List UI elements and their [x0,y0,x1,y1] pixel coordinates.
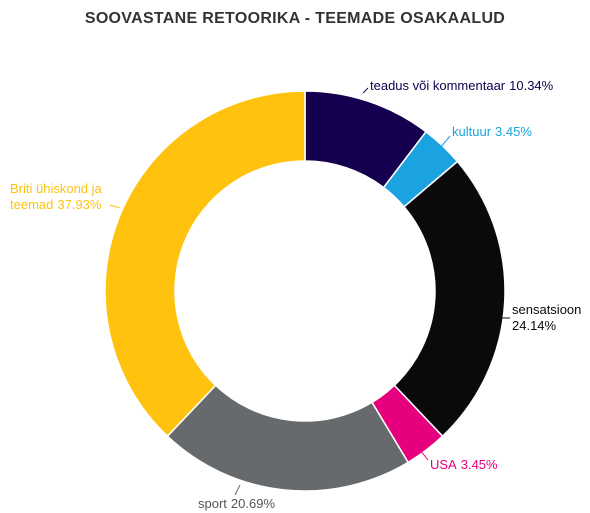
chart-title: SOOVASTANE RETOORIKA - TEEMADE OSAKAALUD [84,10,506,27]
slice-label: kultuur 3.45% [452,124,572,140]
value-label: 24.14% [512,318,557,333]
slice-label: USA 3.45% [430,457,550,473]
slice [104,90,306,438]
category-label: kultuur [452,124,492,139]
value-label: 10.34% [509,78,554,93]
category-label: sport [198,496,227,511]
value-label: 37.93% [57,197,102,212]
slice-label: sport 20.69% [198,496,328,512]
category-label: teadus või kommentaar [370,78,506,93]
slice [393,160,506,438]
value-label: 3.45% [495,124,532,139]
slice [166,384,410,492]
slice-label: teadus või kommentaar 10.34% [370,78,585,94]
category-label: USA [430,457,457,472]
category-label: sensatsioon [512,302,582,317]
leader-line [234,484,241,496]
leader-line [419,449,429,461]
slice-label: Briti ühiskond ja teemad 37.93% [10,181,122,213]
value-label: 3.45% [460,457,498,472]
leader-lines [109,87,510,496]
leader-line [362,87,369,94]
leader-line [109,204,121,209]
leader-line [439,135,451,149]
slice-label: sensatsioon 24.14% [512,302,587,334]
category-label: Briti ühiskond ja teemad [10,181,102,212]
value-label: 20.69% [230,496,275,511]
